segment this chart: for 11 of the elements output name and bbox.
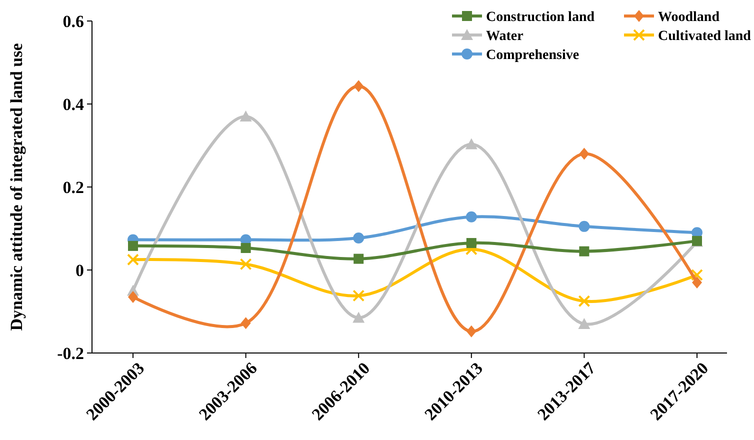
- y-axis-title: Dynamic attitude of integrated land use: [7, 42, 26, 331]
- y-tick-label: 0: [76, 260, 84, 280]
- legend-label: Construction land: [486, 10, 595, 25]
- legend-label: Woodland: [658, 10, 720, 25]
- legend-label: Cultivated land: [658, 28, 752, 44]
- legend-label: Water: [486, 28, 524, 44]
- y-tick-label: -0.2: [57, 344, 84, 363]
- y-tick-label: 0.2: [62, 178, 84, 197]
- legend-label: Comprehensive: [486, 48, 580, 63]
- y-tick-label: 0.4: [62, 94, 84, 114]
- y-tick-label: 0.6: [62, 12, 84, 31]
